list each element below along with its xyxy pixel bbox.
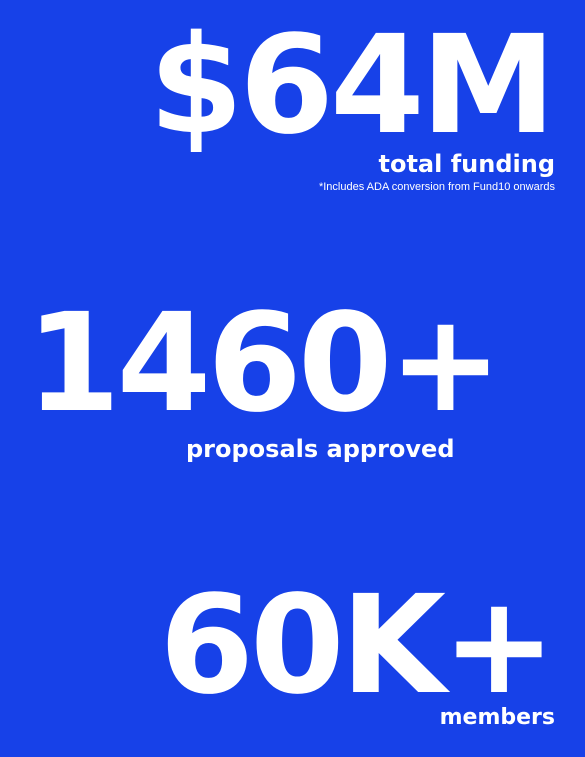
stat-value-proposals: 1460+ [26, 285, 502, 443]
stat-label-members: members [439, 705, 555, 730]
stat-note-funding: *Includes ADA conversion from Fund10 onw… [318, 181, 555, 193]
stat-label-funding: total funding [378, 150, 556, 178]
stat-value-funding: $64M [148, 7, 556, 165]
stat-value-members: 60K+ [159, 567, 556, 725]
stat-label-proposals: proposals approved [186, 435, 455, 463]
